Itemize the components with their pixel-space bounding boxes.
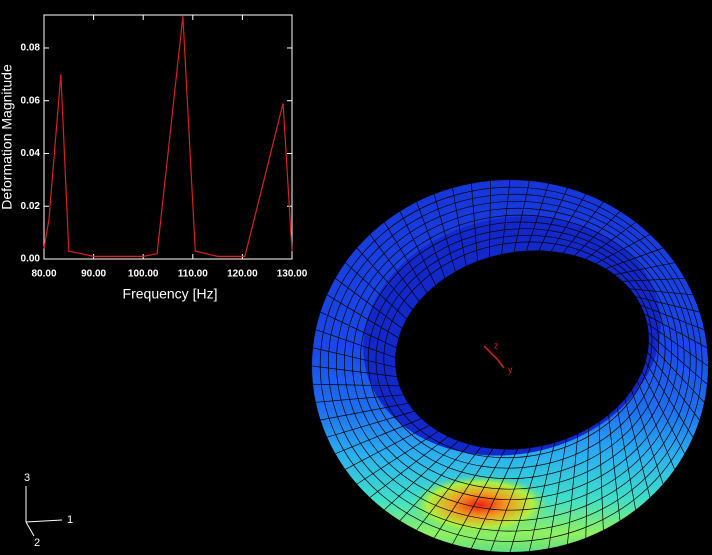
mesh-line (345, 425, 430, 470)
global-triad: 3 1 2 (24, 472, 73, 549)
x-tick-label: 100.00 (128, 269, 159, 280)
y-tick-label: 0.04 (21, 148, 41, 159)
tire-hole (395, 250, 649, 450)
mesh-line (416, 201, 446, 279)
mesh-line (320, 402, 409, 421)
mesh-line (399, 444, 470, 521)
mesh-line (416, 446, 482, 531)
mesh-line (369, 234, 420, 302)
x-tick-label: 80.00 (31, 269, 56, 280)
mesh-ring (344, 207, 685, 511)
mesh-line (585, 221, 636, 260)
triad-axis (25, 519, 63, 523)
mesh-line (384, 440, 459, 511)
x-tick-label: 120.00 (227, 269, 258, 280)
y-tick-label: 0.08 (21, 43, 41, 54)
mesh-line (614, 262, 675, 275)
mesh-line (326, 294, 399, 339)
mesh-line (315, 329, 396, 358)
mesh-line (471, 183, 478, 262)
mesh-line (538, 187, 568, 251)
mesh-line (311, 365, 397, 377)
triad-label: z (494, 340, 499, 350)
mesh-line (315, 394, 404, 403)
mesh-line (452, 187, 467, 267)
x-tick-label: 90.00 (81, 269, 106, 280)
mesh-ring (336, 200, 691, 522)
mesh-line (595, 234, 651, 264)
mesh-line (312, 347, 396, 368)
mesh-line (433, 194, 456, 272)
mesh-line (356, 247, 413, 310)
mesh-ring (367, 228, 666, 480)
x-axis-title: Frequency [Hz] (123, 286, 218, 302)
mesh-line (335, 418, 422, 455)
data-line (43, 16, 293, 257)
mesh-line (345, 262, 407, 320)
x-tick-label: 130.00 (277, 269, 308, 280)
mesh-line (320, 311, 397, 348)
y-tick-label: 0.06 (21, 95, 41, 106)
chart: Frequency [Hz] Deformation Magnitude 0.0… (0, 14, 308, 302)
mesh-ring (327, 193, 697, 532)
y-tick-label: 0.00 (21, 254, 41, 265)
y-axis-title: Deformation Magnitude (0, 64, 15, 210)
mesh-line (562, 201, 604, 254)
triad-axis (497, 359, 505, 369)
mesh-line (312, 383, 400, 387)
mesh-line (335, 278, 403, 329)
triad-axis (25, 521, 35, 537)
mesh-ring (383, 241, 653, 459)
mesh-line (399, 211, 436, 286)
tire-model (311, 179, 709, 553)
mesh-line (369, 436, 449, 498)
mesh-line (489, 180, 491, 258)
triad-label: y (508, 364, 513, 374)
mesh-line (326, 410, 415, 438)
mesh-line (501, 179, 511, 255)
mesh (311, 179, 709, 553)
mesh-line (526, 183, 549, 251)
mesh-ring (351, 214, 679, 501)
y-tick-label: 0.02 (21, 201, 41, 212)
mesh-line (356, 431, 439, 485)
mesh-line (513, 180, 530, 253)
hot-spot (410, 475, 550, 535)
triad-label: 3 (24, 472, 30, 484)
mesh-line (384, 222, 428, 293)
triad-label: 2 (34, 537, 40, 549)
triad-axis (483, 345, 499, 361)
mesh-ring (359, 221, 672, 490)
center-triad: z y (483, 340, 513, 374)
plot-frame (43, 14, 293, 260)
x-tick-label: 110.00 (178, 269, 208, 280)
mesh-line (605, 247, 664, 269)
mesh-ring (375, 235, 660, 469)
mesh-line (574, 211, 621, 256)
triad-label: 1 (67, 514, 73, 526)
mesh-line (550, 193, 587, 252)
mesh-ring (319, 186, 703, 542)
